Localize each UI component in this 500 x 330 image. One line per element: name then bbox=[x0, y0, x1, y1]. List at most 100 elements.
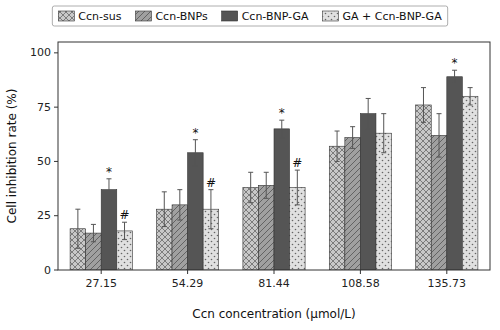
legend: Ccn-sus Ccn-BNPs Ccn-BNP-GA GA + Ccn-BNP-GA bbox=[52, 6, 447, 26]
y-tick bbox=[54, 270, 58, 271]
y-tick bbox=[54, 107, 58, 108]
legend-item: Ccn-BNPs bbox=[135, 10, 207, 23]
annotation: * bbox=[452, 56, 458, 70]
error-bar bbox=[193, 140, 198, 166]
error-line bbox=[454, 70, 455, 83]
error-cap bbox=[177, 220, 182, 221]
bar bbox=[462, 96, 478, 270]
error-cap bbox=[162, 191, 167, 192]
bar bbox=[376, 133, 392, 270]
error-cap bbox=[264, 198, 269, 199]
legend-item: Ccn-BNP-GA bbox=[222, 10, 309, 23]
y-tick bbox=[54, 52, 58, 53]
error-cap bbox=[421, 122, 426, 123]
error-line bbox=[124, 222, 125, 239]
error-cap bbox=[75, 248, 80, 249]
legend-item: Ccn-sus bbox=[58, 10, 121, 23]
error-cap bbox=[437, 113, 442, 114]
x-axis: 27.1554.2981.44108.58135.73 bbox=[85, 270, 466, 290]
annotation: # bbox=[292, 156, 302, 170]
x-tick bbox=[187, 270, 188, 274]
error-cap bbox=[366, 128, 371, 129]
annotation: * bbox=[192, 126, 198, 140]
legend-swatch bbox=[135, 11, 151, 21]
error-cap bbox=[468, 104, 473, 105]
error-cap bbox=[437, 157, 442, 158]
annotation: # bbox=[119, 208, 129, 222]
error-line bbox=[93, 224, 94, 241]
bar bbox=[447, 77, 463, 270]
bar bbox=[274, 129, 290, 270]
error-cap bbox=[366, 98, 371, 99]
error-line bbox=[383, 114, 384, 153]
bar bbox=[360, 114, 376, 270]
x-tick bbox=[446, 270, 447, 274]
error-bar bbox=[350, 127, 355, 149]
bar bbox=[416, 105, 432, 270]
legend-frame bbox=[52, 6, 447, 26]
legend-swatch bbox=[222, 11, 238, 21]
error-bar bbox=[468, 88, 473, 105]
y-axis-label: Cell inhibition rate (%) bbox=[5, 89, 19, 224]
x-tick bbox=[101, 270, 102, 274]
legend-label: Ccn-sus bbox=[78, 10, 121, 23]
error-cap bbox=[106, 200, 111, 201]
legend-label: GA + Ccn-BNP-GA bbox=[343, 10, 443, 23]
error-line bbox=[266, 172, 267, 198]
legend-swatch bbox=[58, 11, 74, 21]
error-cap bbox=[381, 152, 386, 153]
error-bar bbox=[162, 192, 167, 227]
error-cap bbox=[91, 224, 96, 225]
plot-frame bbox=[58, 42, 490, 270]
legend-label: Ccn-BNP-GA bbox=[242, 10, 309, 23]
error-cap bbox=[295, 204, 300, 205]
error-line bbox=[210, 190, 211, 229]
series bbox=[70, 88, 431, 270]
annotation: # bbox=[206, 176, 216, 190]
y-axis: 0255075100 bbox=[30, 46, 58, 276]
y-tick-label: 50 bbox=[37, 155, 51, 168]
error-cap bbox=[335, 131, 340, 132]
error-line bbox=[179, 190, 180, 220]
x-axis-label: Ccn concentration (μmol/L) bbox=[192, 307, 355, 321]
series bbox=[101, 70, 462, 270]
x-tick-label: 135.73 bbox=[428, 277, 467, 290]
error-bar bbox=[91, 224, 96, 241]
series bbox=[117, 88, 478, 270]
bar bbox=[345, 138, 361, 270]
error-line bbox=[337, 131, 338, 161]
chart: 025507510027.1554.2981.44108.58135.73Ccn… bbox=[0, 0, 500, 330]
y-tick bbox=[54, 215, 58, 216]
error-bar bbox=[452, 70, 457, 83]
error-cap bbox=[350, 148, 355, 149]
error-bar bbox=[335, 131, 340, 161]
x-tick bbox=[360, 270, 361, 274]
error-line bbox=[423, 88, 424, 123]
error-cap bbox=[177, 189, 182, 190]
error-bar bbox=[264, 172, 269, 198]
error-line bbox=[470, 88, 471, 105]
y-tick-label: 25 bbox=[37, 209, 51, 222]
error-cap bbox=[248, 202, 253, 203]
bar bbox=[188, 153, 204, 270]
error-cap bbox=[452, 83, 457, 84]
error-bar bbox=[75, 209, 80, 248]
y-tick-label: 0 bbox=[44, 264, 51, 277]
error-line bbox=[297, 170, 298, 205]
error-bar bbox=[122, 222, 127, 239]
x-tick-label: 54.29 bbox=[172, 277, 204, 290]
error-cap bbox=[421, 87, 426, 88]
y-tick-label: 75 bbox=[37, 101, 51, 114]
legend-item: GA + Ccn-BNP-GA bbox=[323, 10, 443, 23]
error-cap bbox=[75, 209, 80, 210]
error-line bbox=[77, 209, 78, 248]
error-bar bbox=[177, 190, 182, 220]
x-tick bbox=[274, 270, 275, 274]
error-cap bbox=[468, 87, 473, 88]
x-tick-label: 108.58 bbox=[341, 277, 380, 290]
bar bbox=[101, 190, 117, 270]
error-cap bbox=[350, 126, 355, 127]
error-cap bbox=[248, 172, 253, 173]
error-cap bbox=[91, 241, 96, 242]
error-line bbox=[352, 127, 353, 149]
